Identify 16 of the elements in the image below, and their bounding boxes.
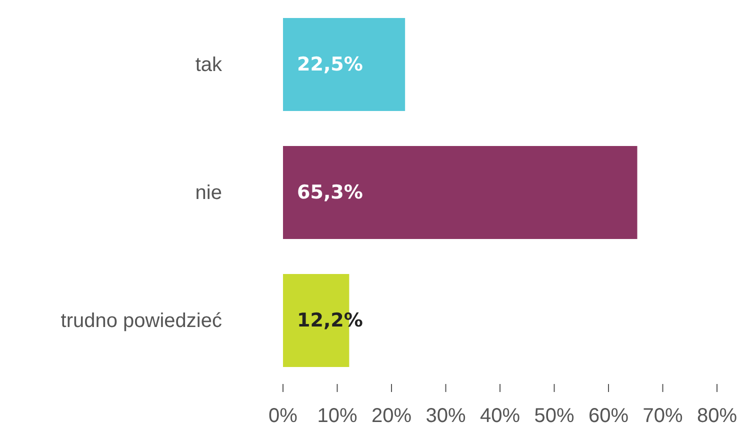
x-tick-label: 20% <box>371 405 412 428</box>
data-label: 22,5% <box>297 54 363 76</box>
x-tick-label: 40% <box>480 405 520 428</box>
bar <box>283 146 638 239</box>
y-tick-label: nie <box>195 182 222 204</box>
x-tick-label: 80% <box>696 405 738 428</box>
data-label: 65,3% <box>297 182 363 204</box>
y-tick-label: trudno powiedzieć <box>60 310 222 332</box>
x-tick-label: 30% <box>426 405 466 428</box>
x-tick-label: 60% <box>588 405 629 428</box>
x-tick-label: 50% <box>534 405 574 428</box>
bar <box>283 18 406 111</box>
x-tick-label: 0% <box>268 405 298 428</box>
x-tick-label: 70% <box>642 405 683 428</box>
y-tick-label: tak <box>195 54 223 76</box>
x-tick-label: 10% <box>317 405 358 428</box>
